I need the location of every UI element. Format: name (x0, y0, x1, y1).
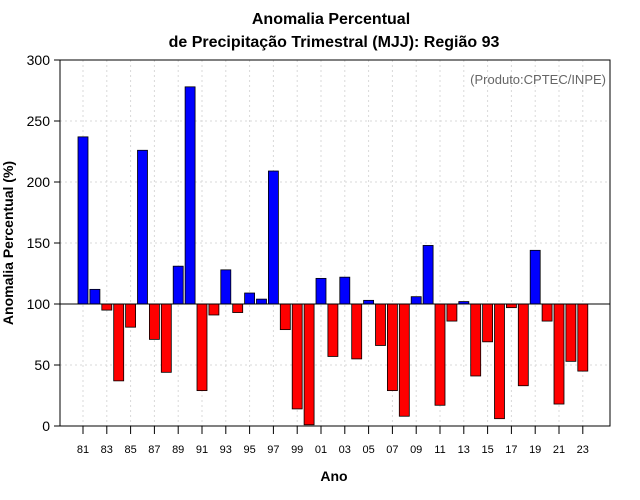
x-tick-label-85: 85 (124, 444, 136, 456)
x-tick-label-09: 09 (410, 444, 422, 456)
x-tick-label-97: 97 (267, 444, 279, 456)
bar-89 (172, 265, 184, 305)
x-tick-label-05: 05 (362, 444, 374, 456)
bar-08 (398, 303, 410, 417)
x-tick-label-19: 19 (529, 444, 541, 456)
y-tick-label-150: 150 (27, 235, 51, 251)
x-tick-label-91: 91 (196, 444, 208, 456)
x-tick-label-21: 21 (553, 444, 565, 456)
x-tick-label-95: 95 (243, 444, 255, 456)
credit-label: (Produto:CPTEC/INPE) (470, 72, 606, 87)
x-tick-label-93: 93 (220, 444, 232, 456)
x-tick-label-07: 07 (386, 444, 398, 456)
x-tick-label-15: 15 (481, 444, 493, 456)
bar-11 (434, 303, 446, 406)
x-tick-label-17: 17 (505, 444, 517, 456)
bar-04 (351, 303, 363, 360)
y-axis-title: Anomalia Percentual (%) (0, 161, 16, 325)
bar-92 (208, 303, 220, 316)
bar-21 (553, 303, 565, 405)
bar-83 (101, 303, 113, 311)
x-axis: 81 83 85 87 89 91 93 95 97 99 01 03 05 07 09 11 13 15 17 19… (77, 426, 589, 456)
bar-99 (291, 303, 303, 410)
bar-85 (125, 303, 136, 328)
chart-title: Anomalia Percentual (252, 11, 410, 28)
x-tick-label-83: 83 (101, 444, 113, 456)
bar-86 (137, 149, 148, 305)
y-tick-label-200: 200 (27, 174, 51, 190)
bar-10 (422, 245, 434, 305)
x-tick-label-13: 13 (458, 444, 470, 456)
y-tick-label-300: 300 (27, 52, 51, 68)
bar-19 (529, 249, 541, 305)
bar-88 (160, 303, 172, 373)
bar-90 (184, 86, 196, 305)
bar-16 (494, 303, 505, 420)
bar-17 (505, 303, 517, 309)
bar-15 (482, 303, 494, 343)
x-tick-label-99: 99 (291, 444, 303, 456)
bar-81 (77, 136, 89, 305)
bar-94 (232, 303, 244, 313)
bar-91 (196, 303, 208, 392)
bar-98 (279, 303, 291, 331)
y-tick-label-100: 100 (27, 296, 51, 312)
bar-95 (244, 292, 256, 305)
y-tick-label-50: 50 (34, 357, 50, 373)
chart-subtitle: de Precipitação Trimestral (MJJ): Região… (169, 34, 500, 51)
bar-03 (339, 276, 351, 305)
x-tick-label-01: 01 (315, 444, 327, 456)
bar-84 (113, 303, 125, 382)
bar-82 (89, 288, 101, 305)
bar-14 (470, 303, 482, 377)
x-axis-title: Ano (320, 468, 347, 484)
x-tick-label-87: 87 (148, 444, 160, 456)
bar-09 (410, 296, 422, 305)
x-tick-label-89: 89 (172, 444, 184, 456)
x-tick-label-03: 03 (339, 444, 351, 456)
bar-18 (517, 303, 529, 387)
bar-01 (315, 277, 327, 305)
bar-23 (577, 303, 589, 372)
y-tick-label-250: 250 (27, 113, 51, 129)
bar-87 (148, 303, 160, 340)
bar-20 (541, 303, 553, 322)
bar-12 (446, 303, 458, 322)
bar-05 (363, 299, 375, 305)
bar-22 (565, 303, 577, 362)
bars (77, 86, 589, 426)
bar-00 (303, 303, 315, 426)
x-tick-label-23: 23 (577, 444, 589, 456)
bar-06 (375, 303, 386, 346)
bar-93 (220, 269, 232, 305)
y-tick-label-0: 0 (42, 418, 50, 434)
y-axis: 0 50 100 150 200 250 300 (27, 52, 60, 434)
bar-96 (256, 298, 267, 305)
x-tick-label-11: 11 (434, 444, 445, 456)
bar-02 (327, 303, 339, 357)
bar-07 (386, 303, 398, 392)
x-tick-label-81: 81 (77, 444, 89, 456)
bar-97 (267, 170, 279, 305)
